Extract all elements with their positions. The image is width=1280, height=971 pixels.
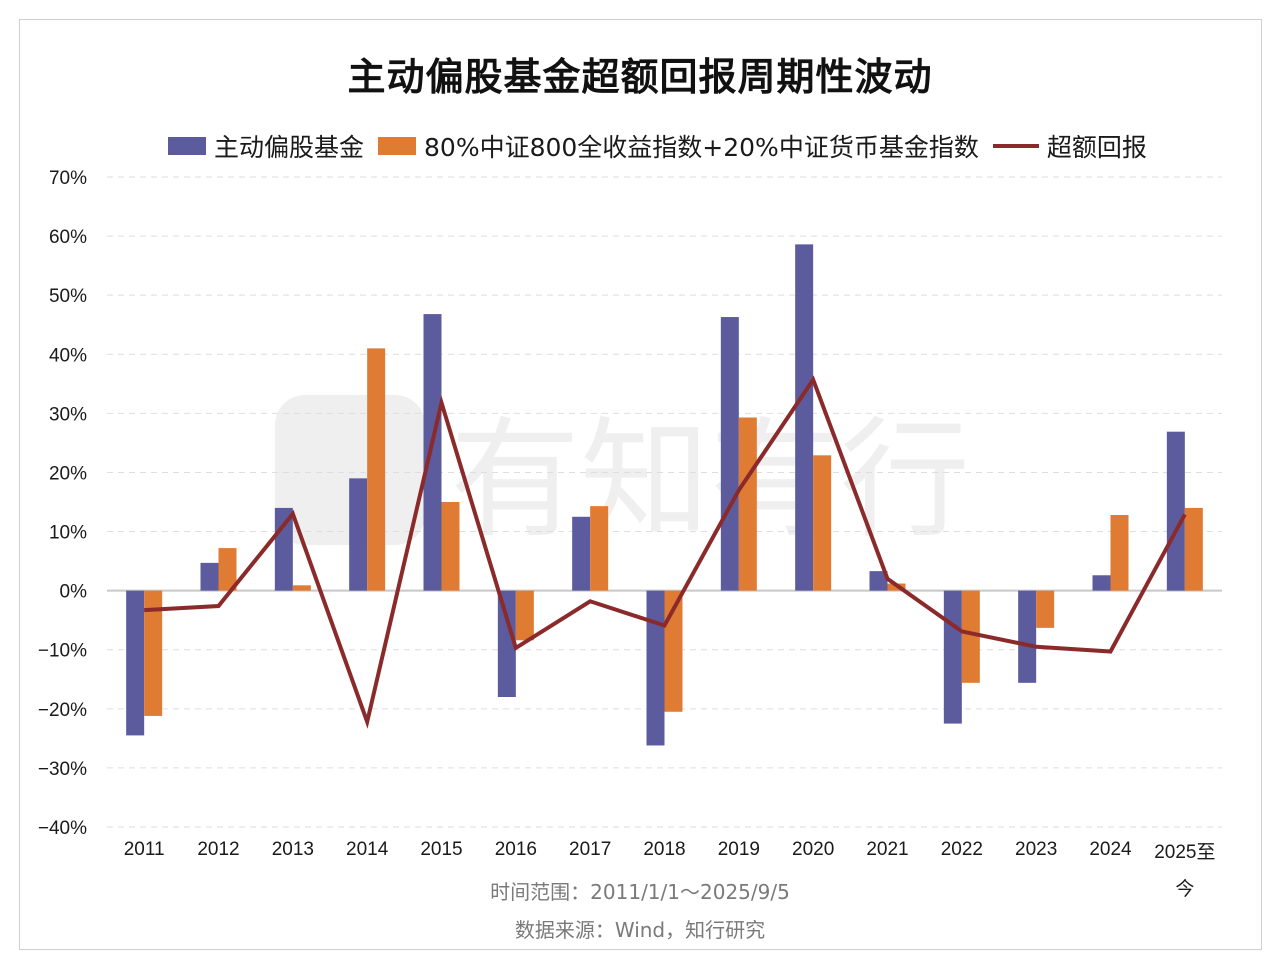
bar-benchmark (218, 548, 237, 591)
x-tick-label: 2016 (495, 839, 537, 860)
bar-fund (200, 562, 219, 591)
chart-frame (19, 19, 1262, 950)
x-tick-label: 2017 (569, 839, 611, 860)
legend: 主动偏股基金 80%中证800全收益指数+20%中证货币基金指数 超额回报 (168, 128, 1161, 164)
legend-item-benchmark: 80%中证800全收益指数+20%中证货币基金指数 (378, 128, 979, 164)
x-tick-label: 2020 (792, 839, 834, 860)
legend-swatch-fund (168, 137, 206, 155)
x-tick-label-cont: 今 (1175, 878, 1194, 900)
bar-fund (349, 478, 368, 591)
bar-benchmark (441, 502, 460, 591)
bar-benchmark (961, 590, 980, 683)
x-tick-label: 2018 (643, 839, 685, 860)
y-tick-label: 40% (49, 345, 87, 366)
legend-swatch-benchmark (378, 137, 417, 155)
bar-benchmark (590, 506, 609, 591)
x-tick-label: 2014 (346, 839, 389, 860)
bar-benchmark (813, 455, 832, 591)
bar-fund (943, 590, 962, 724)
y-tick-label: 0% (60, 582, 88, 603)
legend-label-fund: 主动偏股基金 (214, 133, 365, 162)
bar-fund (1092, 575, 1111, 591)
x-tick-label: 2023 (1015, 839, 1057, 860)
y-tick-label: −40% (38, 818, 87, 839)
x-tick-label: 2013 (272, 839, 314, 860)
bar-benchmark (1110, 515, 1129, 591)
data-source-note: 数据来源：Wind，知行研究 (514, 918, 766, 942)
bar-fund (869, 571, 888, 591)
bar-fund (1166, 431, 1185, 591)
bar-benchmark (1036, 590, 1055, 628)
y-tick-label: −30% (38, 759, 87, 780)
bar-fund (720, 317, 739, 591)
legend-line-excess (992, 144, 1039, 148)
y-tick-label: −20% (38, 700, 87, 721)
y-tick-label: 50% (49, 286, 87, 307)
x-tick-label: 2019 (718, 839, 760, 860)
bar-benchmark (292, 585, 311, 591)
legend-item-excess: 超额回报 (992, 128, 1147, 164)
y-tick-label: 20% (49, 463, 87, 484)
x-tick-label: 2011 (124, 839, 165, 860)
legend-label-benchmark: 80%中证800全收益指数+20%中证货币基金指数 (424, 133, 979, 162)
bar-fund (423, 314, 442, 591)
x-tick-label: 2012 (197, 839, 239, 860)
bar-benchmark (144, 590, 163, 716)
bar-fund (572, 516, 591, 591)
x-tick-label: 2022 (941, 839, 983, 860)
y-tick-label: 10% (49, 523, 87, 544)
y-tick-label: −10% (38, 641, 87, 662)
bar-fund (1018, 590, 1037, 683)
x-tick-label: 2015 (420, 839, 462, 860)
bar-fund (646, 590, 665, 746)
y-tick-label: 70% (49, 168, 87, 189)
y-tick-label: 60% (49, 227, 87, 248)
y-tick-label: 30% (49, 404, 87, 425)
bar-benchmark (1184, 507, 1203, 591)
bar-benchmark (515, 590, 534, 641)
bar-fund (795, 244, 814, 591)
bar-fund (126, 590, 145, 736)
x-tick-label: 2025至 (1154, 842, 1215, 863)
bar-fund (497, 590, 516, 697)
x-tick-label: 2021 (866, 839, 908, 860)
bar-benchmark (738, 417, 757, 591)
legend-label-excess: 超额回报 (1046, 133, 1147, 162)
x-tick-label: 2024 (1089, 839, 1132, 860)
bar-benchmark (367, 348, 386, 591)
legend-item-fund: 主动偏股基金 (168, 128, 364, 164)
time-range-note: 时间范围：2011/1/1～2025/9/5 (490, 880, 790, 904)
chart-title: 主动偏股基金超额回报周期性波动 (347, 55, 933, 99)
